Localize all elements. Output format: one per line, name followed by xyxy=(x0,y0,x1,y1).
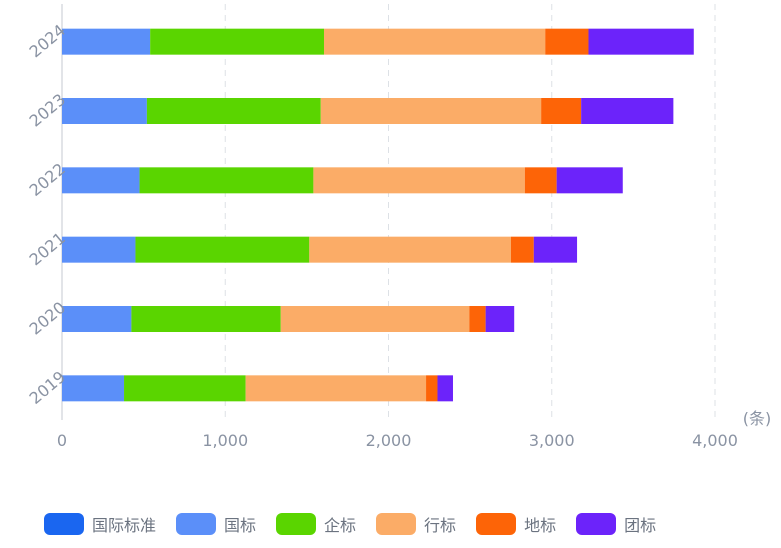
bar-segment xyxy=(320,98,542,124)
legend-item[interactable]: 国标 xyxy=(176,512,256,536)
bar-segment xyxy=(135,236,310,263)
bar-segment xyxy=(309,236,511,263)
bar-segment xyxy=(426,375,438,402)
x-tick-label: 4,000 xyxy=(692,431,738,450)
legend-label: 企标 xyxy=(324,516,357,535)
legend-item[interactable]: 行标 xyxy=(376,512,456,536)
legend-item[interactable]: 国际标准 xyxy=(44,512,156,536)
legend-label: 国标 xyxy=(224,516,257,535)
bar-segment xyxy=(62,167,140,194)
x-tick-label: 0 xyxy=(57,431,67,450)
legend-item[interactable]: 企标 xyxy=(276,512,356,536)
bar-segment xyxy=(62,28,151,55)
bar-segment xyxy=(588,28,694,55)
bar-segment xyxy=(533,236,578,263)
bar-segment xyxy=(581,98,674,124)
legend-swatch xyxy=(576,513,617,535)
bar-segment xyxy=(485,306,515,332)
bar-segment xyxy=(131,306,281,332)
bar-segment xyxy=(62,306,132,332)
legend-swatch xyxy=(44,513,84,535)
bar-segment xyxy=(245,375,427,402)
bar-segment xyxy=(524,167,557,194)
x-tick-label: 3,000 xyxy=(529,431,575,450)
bar-segment xyxy=(545,28,589,55)
legend-label: 国际标准 xyxy=(92,516,157,535)
x-tick-label: 1,000 xyxy=(202,431,248,450)
legend-swatch xyxy=(176,513,217,535)
bar-segment xyxy=(62,98,147,124)
bar-segment xyxy=(324,28,546,55)
bar-segment xyxy=(150,28,325,55)
legend-swatch xyxy=(376,513,417,535)
legend: 国际标准 国标 企标 行标 地标 团标 xyxy=(44,512,676,536)
x-tick-label: 2,000 xyxy=(366,431,412,450)
unit-label: (条) xyxy=(743,409,772,428)
bar-segment xyxy=(437,375,453,402)
legend-item[interactable]: 团标 xyxy=(576,512,656,536)
bar-segment xyxy=(510,236,534,263)
bar-segment xyxy=(280,306,470,332)
bar-segment xyxy=(124,375,246,402)
legend-swatch xyxy=(276,513,317,535)
bar-segment xyxy=(469,306,486,332)
bar-segment xyxy=(62,375,125,402)
bar-segment xyxy=(139,167,314,194)
bar-segment xyxy=(313,167,525,194)
legend-label: 行标 xyxy=(424,516,457,535)
bar-segment xyxy=(146,98,321,124)
bar-segment xyxy=(541,98,582,124)
bar-segment xyxy=(556,167,623,194)
legend-item[interactable]: 地标 xyxy=(476,512,556,536)
legend-label: 团标 xyxy=(624,516,657,535)
legend-label: 地标 xyxy=(524,516,557,535)
legend-swatch xyxy=(476,513,517,535)
bar-segment xyxy=(62,236,136,263)
